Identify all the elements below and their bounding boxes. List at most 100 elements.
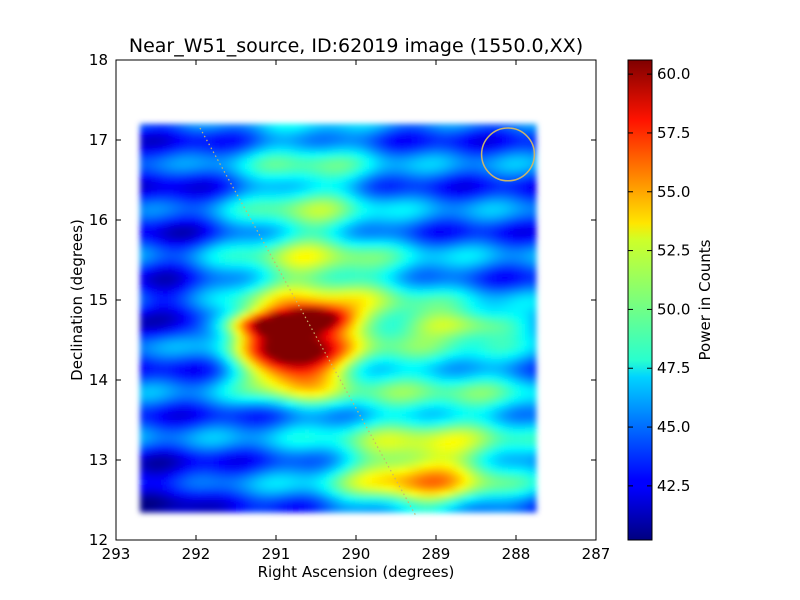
heatmap-cell [168, 207, 175, 214]
heatmap-cell [202, 318, 209, 325]
heatmap-cell [377, 184, 384, 192]
heatmap-cell [309, 500, 316, 508]
heatmap-cell [162, 218, 169, 225]
heatmap-cell [224, 295, 232, 302]
heatmap-cell [326, 157, 333, 164]
heatmap-cell [530, 340, 537, 347]
heatmap-cell [140, 412, 147, 419]
heatmap-cell [338, 340, 345, 347]
heatmap-cell [485, 218, 492, 225]
y-tick-label: 18 [89, 51, 108, 69]
heatmap-cell [162, 129, 169, 136]
heatmap-cell [513, 345, 520, 352]
heatmap-cell [332, 395, 339, 402]
heatmap-cell [156, 179, 164, 186]
heatmap-cell [496, 135, 503, 142]
heatmap-cell [241, 495, 249, 502]
heatmap-cell [519, 196, 526, 203]
heatmap-cell [230, 367, 237, 375]
heatmap-cell [185, 162, 192, 169]
heatmap-cell [202, 196, 209, 203]
heatmap-cell [275, 417, 283, 424]
heatmap-cell [253, 451, 260, 458]
heatmap-cell [485, 190, 492, 197]
heatmap-cell [462, 351, 469, 358]
heatmap-cell [179, 290, 186, 297]
heatmap-cell [332, 223, 339, 230]
heatmap-cell [405, 295, 413, 302]
heatmap-cell [287, 129, 294, 136]
heatmap-cell [445, 279, 452, 286]
heatmap-cell [185, 323, 192, 330]
heatmap-cell [162, 284, 169, 291]
heatmap-cell [230, 378, 237, 386]
heatmap-cell [422, 390, 430, 397]
heatmap-cell [207, 318, 215, 325]
heatmap-cell [377, 196, 384, 203]
heatmap-cell [224, 378, 232, 386]
heatmap-cell [230, 506, 237, 513]
heatmap-cell [162, 234, 169, 241]
heatmap-cell [145, 478, 152, 485]
heatmap-cell [264, 373, 271, 380]
heatmap-cell [140, 428, 147, 435]
heatmap-cell [434, 489, 441, 496]
heatmap-cell [462, 162, 469, 169]
heatmap-cell [473, 451, 481, 458]
heatmap-cell [309, 445, 316, 452]
heatmap-cell [258, 290, 266, 297]
heatmap-cell [179, 168, 186, 175]
heatmap-cell [445, 229, 452, 236]
heatmap-cell [360, 351, 367, 358]
heatmap-cell [196, 334, 203, 341]
heatmap-cell [179, 173, 186, 181]
heatmap-cell [332, 124, 339, 131]
heatmap-cell [451, 129, 458, 136]
heatmap-cell [405, 251, 413, 258]
heatmap-cell [343, 162, 350, 169]
heatmap-cell [196, 162, 203, 169]
heatmap-cell [196, 279, 203, 286]
heatmap-cell [224, 207, 232, 214]
heatmap-cell [394, 434, 401, 441]
heatmap-cell [485, 506, 492, 513]
heatmap-cell [162, 473, 169, 480]
heatmap-cell [468, 257, 475, 264]
heatmap-cell [281, 384, 288, 391]
heatmap-cell [524, 423, 531, 430]
heatmap-cell [445, 196, 452, 203]
heatmap-cell [224, 262, 232, 269]
heatmap-cell [343, 157, 350, 164]
heatmap-cell [422, 367, 430, 375]
heatmap-cell [247, 284, 254, 291]
heatmap-cell [315, 312, 322, 319]
heatmap-cell [405, 290, 413, 297]
heatmap-cell [258, 417, 266, 424]
heatmap-cell [219, 417, 226, 424]
heatmap-cell [207, 146, 215, 153]
heatmap-cell [309, 312, 316, 319]
heatmap-cell [321, 129, 328, 136]
heatmap-cell [213, 406, 220, 413]
heatmap-cell [253, 140, 260, 147]
heatmap-cell [377, 367, 384, 375]
heatmap-cell [411, 484, 418, 491]
heatmap-cell [287, 356, 294, 363]
heatmap-cell [366, 162, 373, 169]
heatmap-cell [343, 423, 350, 430]
heatmap-cell [496, 146, 503, 153]
heatmap-cell [445, 323, 452, 330]
heatmap-cell [287, 196, 294, 203]
heatmap-cell [292, 406, 299, 413]
heatmap-cell [439, 140, 447, 147]
heatmap-cell [338, 234, 345, 241]
heatmap-cell [241, 445, 249, 452]
heatmap-cell [326, 318, 333, 325]
heatmap-cell [371, 467, 379, 474]
heatmap-cell [258, 484, 266, 491]
heatmap-cell [281, 240, 288, 247]
heatmap-cell [451, 500, 458, 508]
heatmap-cell [332, 218, 339, 225]
heatmap-cell [371, 390, 379, 397]
heatmap-cell [388, 268, 396, 275]
